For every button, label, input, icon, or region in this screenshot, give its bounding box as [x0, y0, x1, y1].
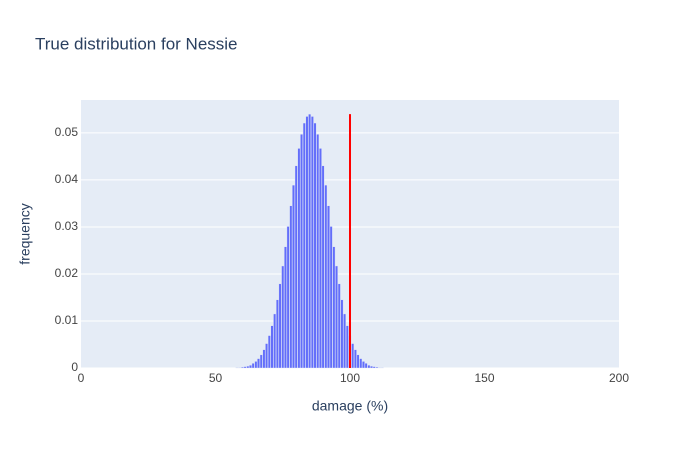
- bar: [332, 246, 336, 369]
- y-tick-label: 0.03: [55, 219, 79, 233]
- bar: [300, 134, 303, 369]
- bar: [375, 366, 379, 369]
- bar: [302, 122, 306, 369]
- bar: [364, 363, 368, 369]
- bar: [265, 343, 269, 369]
- bar: [335, 265, 338, 369]
- bar: [273, 313, 277, 369]
- bar: [324, 184, 328, 369]
- y-tick-label: 0.02: [55, 266, 79, 280]
- bar: [321, 165, 325, 369]
- bar: [372, 366, 376, 369]
- x-tick-label: 150: [474, 371, 494, 385]
- x-axis-title: damage (%): [312, 398, 388, 414]
- y-tick-label: 0.01: [55, 313, 79, 327]
- y-tick-label: 0.04: [55, 172, 79, 186]
- bar: [259, 354, 263, 369]
- bar: [337, 283, 341, 369]
- bar: [308, 113, 312, 369]
- bar: [249, 364, 252, 369]
- bar: [305, 116, 309, 369]
- bar: [359, 358, 363, 369]
- bar: [316, 134, 320, 369]
- bar: [353, 349, 357, 369]
- bar: [294, 165, 298, 369]
- bar: [297, 148, 301, 369]
- bar: [340, 299, 344, 369]
- bar: [243, 366, 247, 369]
- bar: [351, 343, 355, 369]
- bar: [329, 226, 333, 369]
- bar: [367, 364, 371, 369]
- x-tick-label: 0: [78, 371, 85, 385]
- y-tick-label: 0: [71, 360, 78, 374]
- bar: [286, 226, 290, 369]
- bar: [356, 354, 360, 369]
- bar: [257, 358, 260, 369]
- y-axis-title: frequency: [17, 203, 33, 264]
- bar: [345, 325, 349, 369]
- bar: [362, 361, 365, 369]
- bar: [246, 365, 250, 369]
- bar: [270, 325, 274, 369]
- bar: [240, 366, 244, 369]
- bar: [281, 265, 285, 369]
- bar: [327, 205, 330, 369]
- bar: [262, 349, 266, 369]
- bar: [267, 335, 271, 369]
- bar: [310, 116, 314, 369]
- bar: [254, 361, 258, 369]
- bar: [318, 148, 322, 369]
- x-tick-label: 200: [609, 371, 629, 385]
- bar: [289, 205, 293, 369]
- bar: [275, 299, 279, 369]
- x-tick-label: 100: [340, 371, 360, 385]
- y-tick-label: 0.05: [55, 125, 79, 139]
- x-tick-label: 50: [209, 371, 223, 385]
- bar: [292, 184, 295, 369]
- bar: [284, 246, 287, 369]
- bar: [251, 363, 255, 369]
- bar: [343, 313, 347, 369]
- bar: [313, 122, 317, 369]
- bar: [278, 283, 282, 369]
- chart-title: True distribution for Nessie: [35, 34, 238, 53]
- bar: [370, 365, 373, 369]
